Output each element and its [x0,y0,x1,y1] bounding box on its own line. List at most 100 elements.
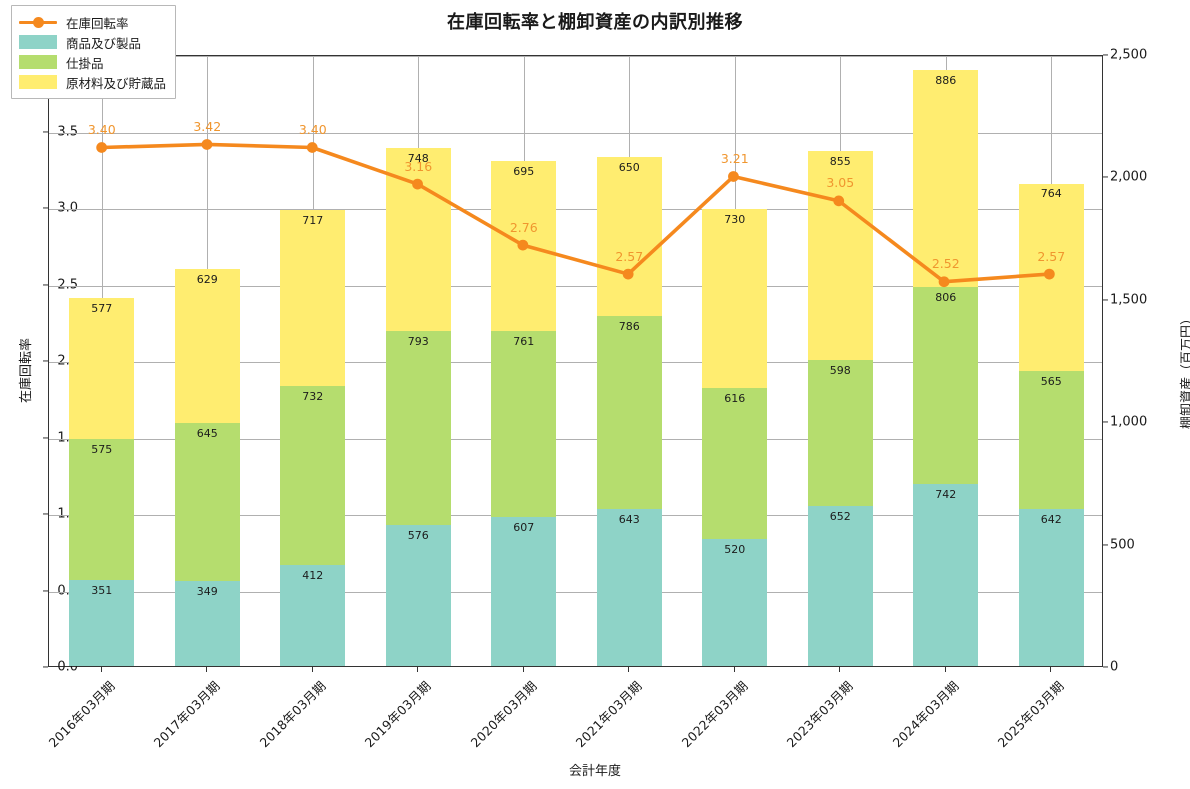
bar-segment[interactable] [69,580,135,666]
bar-segment[interactable] [69,298,135,440]
bar-segment[interactable] [913,287,979,485]
y-axis-left-tick-mark [43,589,48,592]
y-axis-left-tick-mark [43,513,48,515]
y-axis-right-tick-label: 2,500 [1110,47,1148,63]
horizontal-gridline [49,362,1102,363]
legend-item[interactable]: 在庫回転率 [19,12,166,32]
bar-segment[interactable] [807,360,873,507]
line-series-layer [96,139,1055,288]
horizontal-gridline [49,209,1102,210]
x-axis-tick-mark [522,667,524,672]
x-axis-tick-label: 2024年03月期 [889,678,962,751]
y-axis-right-tick-label: 0 [1110,659,1119,675]
y-axis-left-tick-mark [43,360,48,362]
bar-segment[interactable] [174,268,240,423]
line-series-path [102,144,1050,281]
bar-segment[interactable] [280,565,346,666]
bar-stack[interactable] [280,210,346,666]
y-axis-right-tick-label: 1,500 [1110,292,1148,308]
legend-item-label: 商品及び製品 [66,35,142,51]
x-axis-tick-label: 2019年03月期 [361,678,434,751]
bar-segment[interactable] [596,508,662,666]
y-axis-right-tick-mark [1103,666,1108,668]
x-axis-tick-label: 2017年03月期 [150,678,223,751]
line-data-point[interactable] [412,178,423,190]
horizontal-gridline [49,515,1102,516]
y-axis-right-tick-mark [1103,544,1108,546]
legend-item[interactable]: 仕掛品 [19,52,166,72]
legend-item[interactable]: 商品及び製品 [19,32,166,52]
line-data-point[interactable] [622,268,634,280]
bar-segment[interactable] [491,517,557,666]
x-axis-tick-label: 2021年03月期 [572,678,645,751]
line-data-point[interactable] [201,139,213,150]
x-axis-tick-mark [733,667,735,672]
horizontal-gridline [49,591,1102,593]
line-data-point[interactable] [833,195,845,207]
y-axis-right-title: 棚卸資産（百万円） [1180,311,1190,430]
bar-segment[interactable] [807,506,873,666]
bar-segment[interactable] [491,331,557,518]
bar-stack[interactable] [913,70,979,666]
legend-item-label: 仕掛品 [66,55,104,71]
bar-stack[interactable] [807,150,873,666]
legend-line-marker-icon [19,15,57,29]
bar-segment[interactable] [702,538,768,666]
horizontal-gridline [49,56,1102,57]
x-axis-tick-label: 2023年03月期 [783,678,856,751]
x-axis-tick-label: 2016年03月期 [45,678,118,751]
bar-segment[interactable] [913,484,979,666]
line-data-point[interactable] [96,142,108,153]
bar-segment[interactable] [702,209,768,388]
line-data-point[interactable] [1043,268,1055,280]
bar-stack[interactable] [69,298,135,666]
bar-segment[interactable] [385,330,451,525]
bar-segment[interactable] [596,157,662,317]
bar-segment[interactable] [174,422,240,581]
x-axis-tick-mark [628,667,630,672]
x-axis-tick-mark [839,667,841,672]
y-axis-right-tick-mark [1103,176,1108,178]
bar-series-layer [49,56,1102,666]
x-axis-tick-mark [417,667,419,672]
y-axis-left-tick-mark [43,436,48,439]
legend-color-swatch-icon [19,75,57,89]
bar-segment[interactable] [385,525,451,666]
y-axis-left-tick-mark [43,130,48,133]
y-axis-left-tick-mark [43,283,48,286]
x-axis-tick-label: 2020年03月期 [467,678,540,751]
bar-segment[interactable] [702,387,768,539]
y-axis-right-tick-label: 2,000 [1110,169,1148,185]
horizontal-gridline [49,438,1102,440]
bar-segment[interactable] [280,210,346,386]
legend-item[interactable]: 原材料及び貯蔵品 [19,72,166,92]
legend-color-swatch-icon [19,35,57,49]
bar-segment[interactable] [174,580,240,666]
line-data-point[interactable] [938,276,950,288]
line-data-point[interactable] [517,239,529,251]
line-data-point[interactable] [306,142,318,153]
bar-stack[interactable] [174,268,240,666]
y-axis-left-tick-label: 3.0 [57,200,78,216]
bar-segment[interactable] [596,316,662,509]
bar-segment[interactable] [1018,370,1084,509]
y-axis-right-tick-mark [1103,299,1108,301]
x-axis-tick-label: 2022年03月期 [678,678,751,751]
x-axis-tick-mark [311,667,313,672]
chart-legend: 在庫回転率商品及び製品 仕掛品 原材料及び貯蔵品 [11,5,177,99]
bar-segment[interactable] [280,385,346,566]
bar-stack[interactable] [596,157,662,666]
bar-segment[interactable] [1018,508,1084,666]
bar-segment[interactable] [69,439,135,581]
y-axis-left-title: 在庫回転率 [19,337,35,404]
bar-segment[interactable] [807,150,873,360]
y-axis-right-tick-mark [1103,54,1108,56]
x-axis-tick-mark [944,667,946,672]
legend-item-label: 在庫回転率 [66,15,129,31]
y-axis-left-tick-mark [43,666,48,668]
bar-segment[interactable] [913,70,979,288]
bar-stack[interactable] [702,209,768,666]
line-data-point[interactable] [728,171,739,182]
y-axis-left-tick-label: 2.5 [57,277,78,292]
